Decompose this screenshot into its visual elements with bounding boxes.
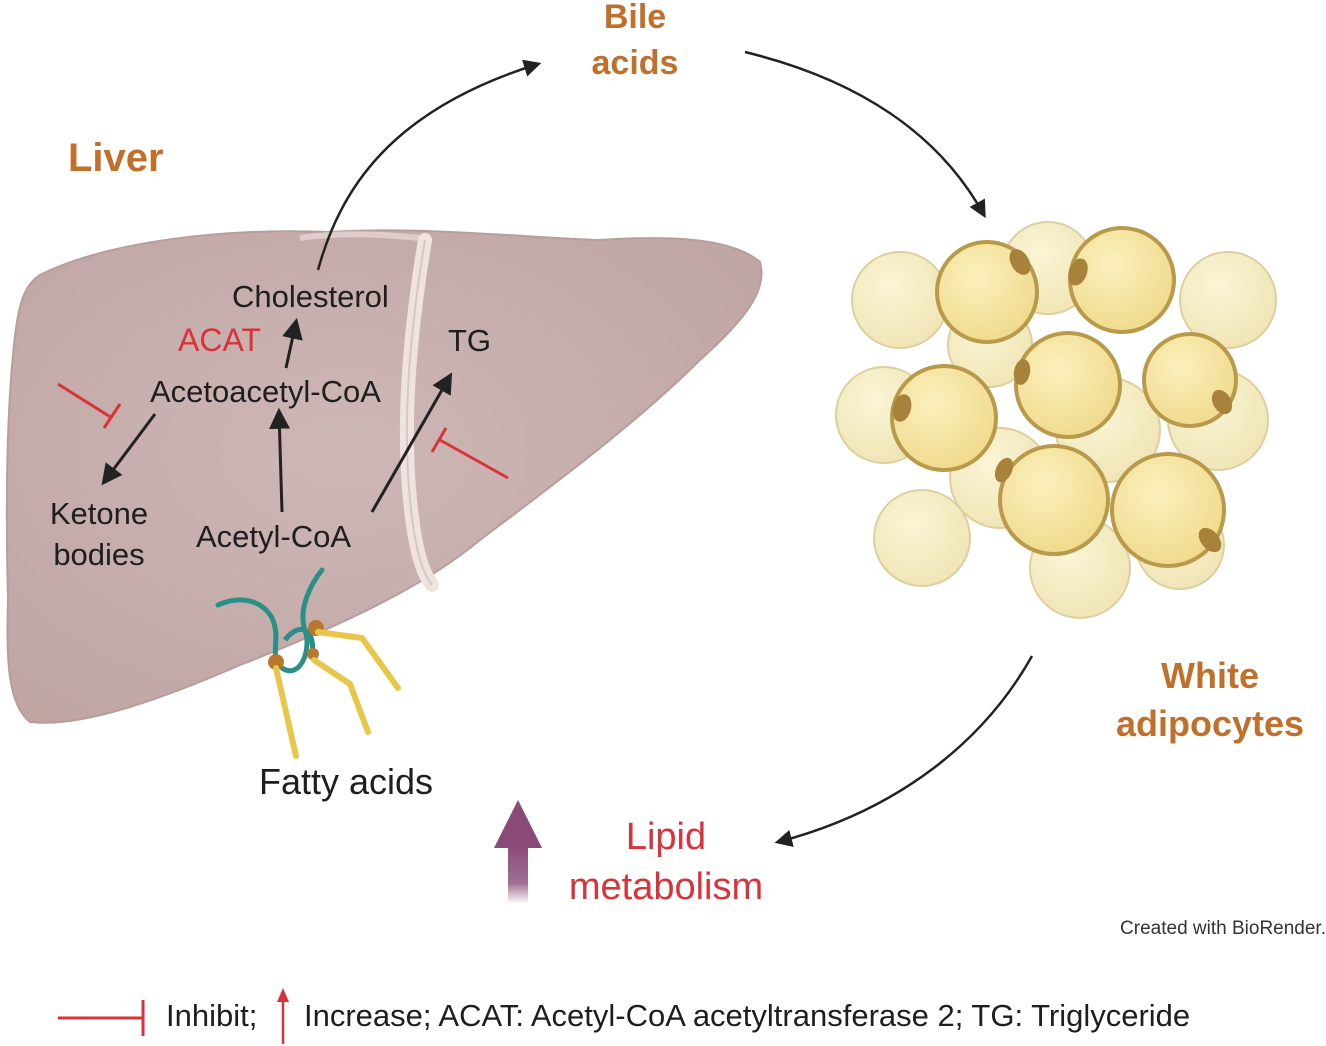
arrow-adipocytes-to-lipid-metabolism [774, 655, 1034, 847]
adipocyte-cluster-illustration [835, 221, 1277, 619]
arrow-acetoacetyl-to-ketone [101, 413, 157, 486]
acetyl-coa-label: Acetyl-CoA [196, 519, 352, 554]
arrow-cholesterol-to-bile-acids [316, 59, 542, 271]
ketone-bodies-label-line1: Ketone [49, 496, 149, 531]
tg-label: TG [448, 323, 492, 358]
bile-acids-label-line1: Bile [603, 0, 667, 36]
fatty-acids-label: Fatty acids [259, 761, 434, 802]
lipid-metabolism-label-line2: metabolism [568, 866, 764, 908]
liver-illustration [5, 229, 763, 724]
biorender-credit: Created with BioRender. [1120, 918, 1326, 939]
legend-increase-symbol-icon [277, 988, 289, 1044]
inhibit-symbol-icon [430, 427, 509, 480]
white-adipocytes-label-line1: White [1161, 655, 1259, 696]
increase-arrow-icon [494, 800, 542, 904]
lipid-metabolism-label-line1: Lipid [625, 816, 707, 858]
arrow-acetyl-to-acetoacetyl [269, 407, 290, 513]
legend-definitions-text: Increase; ACAT: Acetyl-CoA acetyltransfe… [304, 998, 1191, 1033]
inhibit-symbol-icon [57, 382, 122, 429]
acetoacetyl-coa-label: Acetoacetyl-CoA [150, 374, 381, 409]
legend-inhibit-symbol-icon [58, 1000, 145, 1036]
legend-inhibit-text: Inhibit; [166, 998, 258, 1033]
arrow-acetyl-to-tg [370, 372, 453, 513]
acat-label: ACAT [178, 322, 261, 358]
bile-acids-label-line2: acids [591, 44, 679, 82]
liver-label: Liver [68, 136, 164, 180]
arrow-acetoacetyl-to-cholesterol [282, 317, 303, 369]
fatty-acid-molecule-icon [215, 567, 401, 759]
white-adipocytes-label-line2: adipocytes [1115, 703, 1305, 744]
cholesterol-label: Cholesterol [232, 279, 389, 314]
ketone-bodies-label-line2: bodies [53, 537, 145, 572]
arrow-bile-acids-to-adipocytes [744, 50, 986, 219]
